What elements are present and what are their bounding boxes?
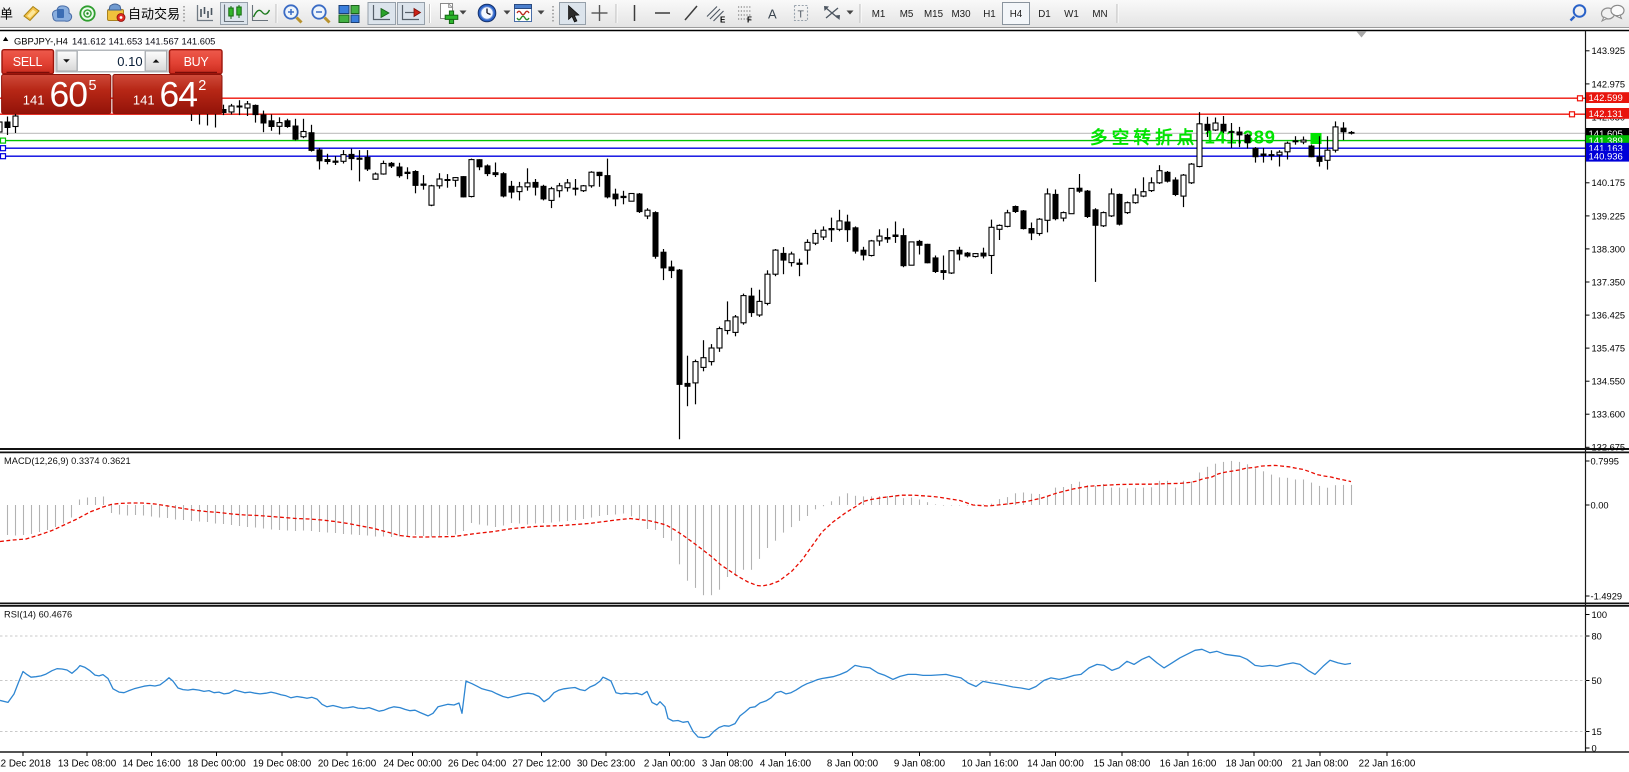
svg-text:30 Dec 23:00: 30 Dec 23:00 [577,759,636,770]
svg-text:自动交易: 自动交易 [128,7,180,22]
svg-text:141: 141 [23,93,45,108]
svg-text:18 Dec 00:00: 18 Dec 00:00 [187,759,246,770]
svg-text:M1: M1 [872,9,886,20]
svg-text:D1: D1 [1038,9,1051,20]
svg-text:132.675: 132.675 [1592,443,1626,453]
svg-text:2 Jan 00:00: 2 Jan 00:00 [644,759,696,770]
svg-text:多空转折点: 多空转折点 [1090,128,1199,148]
svg-text:W1: W1 [1064,9,1079,20]
svg-text:-1.4929: -1.4929 [1591,591,1623,601]
svg-text:142.599: 142.599 [1589,93,1623,104]
svg-text:13 Dec 08:00: 13 Dec 08:00 [58,759,117,770]
svg-text:15: 15 [1592,727,1602,737]
svg-text:9 Jan 08:00: 9 Jan 08:00 [894,759,946,770]
svg-text:2: 2 [198,78,206,94]
svg-text:MACD(12,26,9) 0.3374 0.3621: MACD(12,26,9) 0.3374 0.3621 [4,456,131,466]
svg-text:60: 60 [50,75,88,115]
svg-text:20 Dec 16:00: 20 Dec 16:00 [318,759,377,770]
svg-text:10 Jan 16:00: 10 Jan 16:00 [962,759,1019,770]
svg-text:M5: M5 [900,9,914,20]
svg-text:142.131: 142.131 [1589,109,1623,120]
svg-text:22 Jan 16:00: 22 Jan 16:00 [1359,759,1416,770]
svg-text:142.975: 142.975 [1592,79,1626,89]
svg-text:BUY: BUY [184,55,210,69]
svg-text:MN: MN [1092,9,1107,20]
svg-text:T: T [798,9,805,21]
svg-text:135.475: 135.475 [1592,344,1626,354]
svg-text:14 Dec 16:00: 14 Dec 16:00 [122,759,181,770]
svg-text:F: F [747,16,752,25]
svg-text:M15: M15 [924,9,944,20]
svg-text:3 Jan 08:00: 3 Jan 08:00 [702,759,754,770]
svg-text:0.00: 0.00 [1591,500,1609,510]
svg-text:143.925: 143.925 [1592,46,1626,56]
svg-text:141.389: 141.389 [1589,136,1623,147]
svg-text:27 Dec 12:00: 27 Dec 12:00 [512,759,571,770]
svg-text:0.10: 0.10 [117,54,142,69]
svg-text:H4: H4 [1010,9,1023,20]
svg-text:H1: H1 [983,9,996,20]
svg-text:138.300: 138.300 [1592,244,1626,254]
svg-text:19 Dec 08:00: 19 Dec 08:00 [253,759,312,770]
svg-text:26 Dec 04:00: 26 Dec 04:00 [448,759,507,770]
svg-text:GBPJPY-,H4: GBPJPY-,H4 [14,35,68,46]
svg-text:E: E [720,16,726,25]
svg-text:4 Jan 16:00: 4 Jan 16:00 [760,759,812,770]
svg-text:141: 141 [133,93,155,108]
svg-text:64: 64 [160,75,198,115]
svg-text:16 Jan 16:00: 16 Jan 16:00 [1160,759,1217,770]
svg-text:12 Dec 2018: 12 Dec 2018 [0,759,51,770]
svg-text:141.163: 141.163 [1589,144,1623,155]
svg-text:M30: M30 [951,9,971,20]
svg-text:24 Dec 00:00: 24 Dec 00:00 [383,759,442,770]
svg-text:SELL: SELL [13,55,43,69]
svg-text:单: 单 [0,7,13,22]
svg-text:8 Jan 00:00: 8 Jan 00:00 [827,759,879,770]
svg-text:137.350: 137.350 [1592,277,1626,287]
svg-text:5: 5 [89,78,97,94]
svg-text:139.225: 139.225 [1592,211,1626,221]
svg-text:141.605: 141.605 [1589,129,1623,140]
svg-text:140.936: 140.936 [1589,152,1623,163]
svg-text:A: A [768,7,777,22]
svg-text:21 Jan 08:00: 21 Jan 08:00 [1292,759,1349,770]
svg-text:18 Jan 00:00: 18 Jan 00:00 [1226,759,1283,770]
svg-text:141.612 141.653 141.567 141.60: 141.612 141.653 141.567 141.605 [72,35,215,46]
svg-text:134.550: 134.550 [1592,377,1626,387]
svg-text:133.600: 133.600 [1592,410,1626,420]
svg-text:80: 80 [1592,631,1602,641]
svg-text:0.7995: 0.7995 [1591,456,1619,466]
svg-text:0: 0 [1592,743,1597,753]
svg-text:136.425: 136.425 [1592,311,1626,321]
svg-text:15 Jan 08:00: 15 Jan 08:00 [1094,759,1151,770]
svg-text:14 Jan 00:00: 14 Jan 00:00 [1027,759,1084,770]
svg-text:RSI(14) 60.4676: RSI(14) 60.4676 [4,610,72,620]
svg-text:50: 50 [1592,676,1602,686]
svg-text:100: 100 [1592,610,1608,620]
svg-text:140.175: 140.175 [1592,178,1626,188]
